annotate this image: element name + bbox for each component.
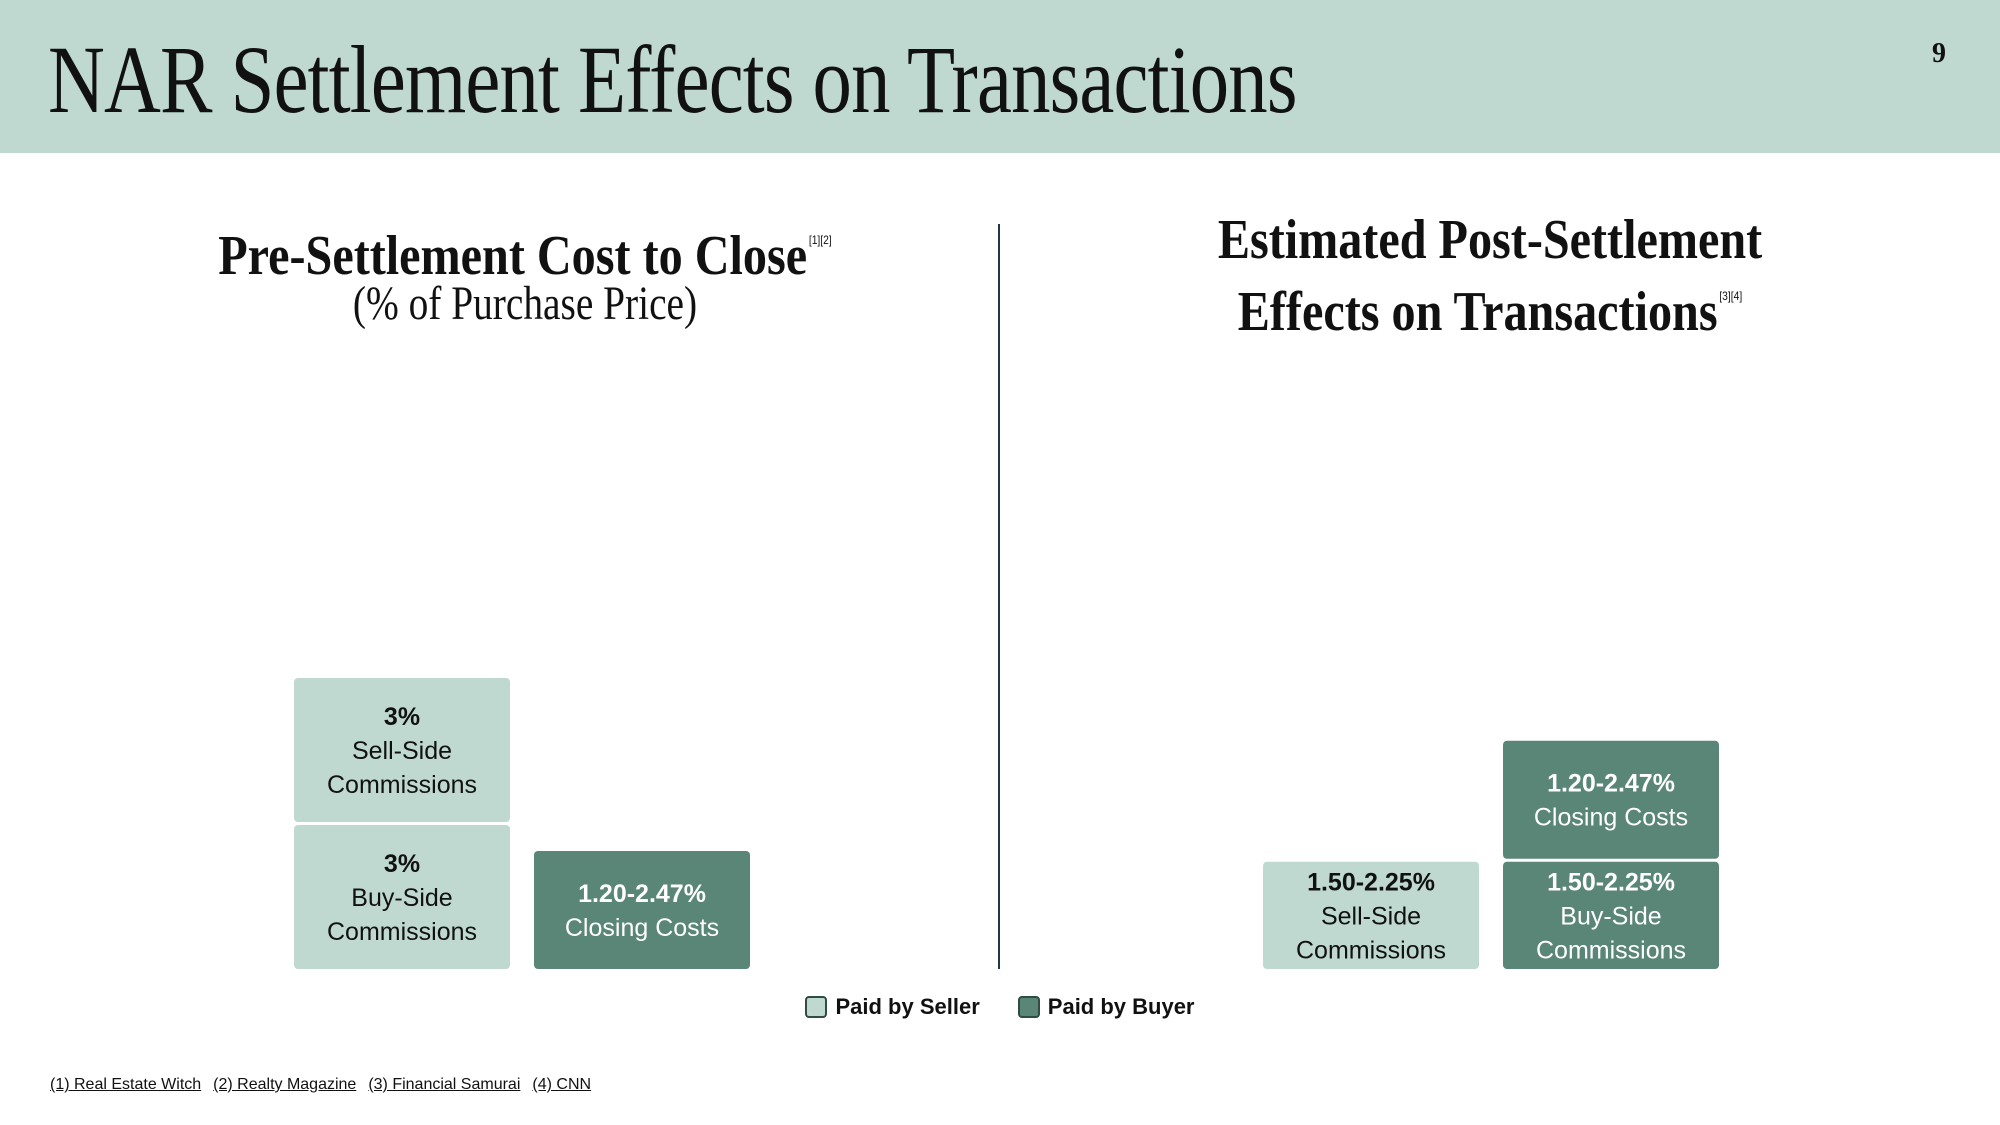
footnote-link-2[interactable]: (2) Realty Magazine: [213, 1076, 357, 1093]
page-title: NAR Settlement Effects on Transactions: [48, 26, 1297, 133]
bar-segment-closing-costs: [534, 850, 750, 969]
legend-item-seller: Paid by Seller: [805, 994, 980, 1020]
segment-category-label: Commissions: [327, 918, 477, 946]
segment-category-label: Buy-Side: [1560, 902, 1661, 930]
right-panel-title-line2-text: Effects on Transactions: [1237, 281, 1718, 343]
footnote-link-3[interactable]: (3) Financial Samurai: [368, 1076, 521, 1093]
bar-segment-buy-side-commissions: [294, 825, 510, 969]
segment-category-label: Sell-Side: [1321, 902, 1421, 930]
segment-value-label: 3%: [384, 850, 420, 878]
legend-swatch-seller: [805, 996, 828, 1018]
right-panel-title-line1: Estimated Post-Settlement: [1217, 209, 1763, 271]
bar-segment-sell-side-commissions: [1263, 861, 1479, 969]
left-panel-title: Pre-Settlement Cost to Close [1][2]: [125, 211, 925, 285]
bar-segment-sell-side-commissions: [294, 678, 510, 822]
segment-category-label: Closing Costs: [565, 914, 719, 942]
segment-value-label: 1.50-2.25%: [1307, 868, 1435, 896]
footnotes: (1) Real Estate Witch (2) Realty Magazin…: [50, 1076, 591, 1094]
segment-value-label: 1.50-2.25%: [1547, 868, 1675, 896]
segment-value-label: 1.20-2.47%: [578, 880, 706, 908]
panel-divider: [998, 224, 1000, 969]
left-panel-title-text: Pre-Settlement Cost to Close: [218, 225, 808, 287]
right-panel-title-refs: [3][4]: [1719, 289, 1743, 303]
segment-category-label: Closing Costs: [1534, 804, 1688, 832]
footnote-link-4[interactable]: (4) CNN: [532, 1076, 592, 1093]
segment-value-label: 1.20-2.47%: [1547, 770, 1675, 798]
right-panel-title-line2: Effects on Transactions [3][4]: [1103, 267, 1877, 341]
segment-category-label: Buy-Side: [351, 884, 452, 912]
segment-category-label: Commissions: [1296, 936, 1446, 964]
legend-swatch-buyer: [1017, 996, 1040, 1018]
segment-category-label: Commissions: [327, 771, 477, 799]
legend-item-buyer: Paid by Buyer: [1017, 994, 1195, 1020]
footnote-link-1[interactable]: (1) Real Estate Witch: [50, 1076, 202, 1093]
segment-category-label: Sell-Side: [352, 737, 452, 765]
legend-label-seller: Paid by Seller: [835, 994, 980, 1019]
segment-category-label: Commissions: [1536, 936, 1686, 964]
page-number: 9: [1932, 38, 1946, 69]
segment-value-label: 3%: [384, 703, 420, 731]
legend-label-buyer: Paid by Buyer: [1047, 994, 1195, 1019]
bar-segment-buy-side-commissions: [1503, 861, 1719, 969]
header-bar: NAR Settlement Effects on Transactions 9: [0, 0, 2000, 153]
left-panel-title-refs: [1][2]: [808, 233, 832, 247]
bar-segment-closing-costs: [1503, 740, 1719, 859]
left-panel-subtitle: (% of Purchase Price): [352, 277, 698, 330]
legend: Paid by Seller Paid by Buyer: [0, 994, 2000, 1020]
